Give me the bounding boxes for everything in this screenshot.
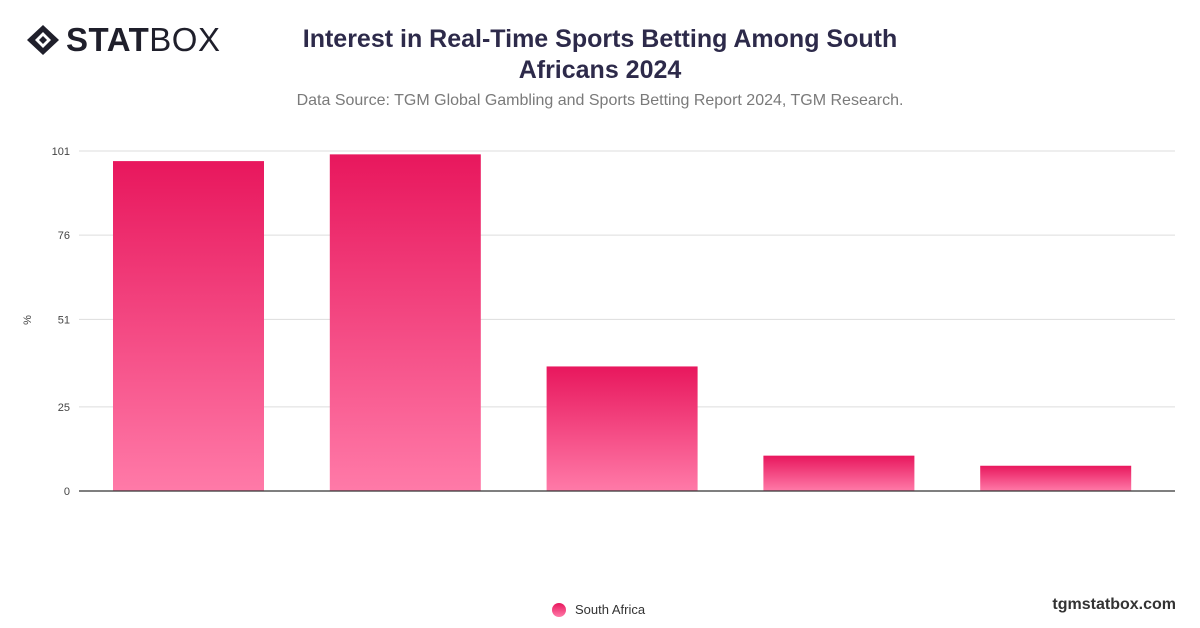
y-tick-label-51: 51 — [58, 314, 70, 326]
y-tick-label-25: 25 — [58, 402, 70, 414]
bar-3 — [546, 366, 698, 491]
brand-wordmark-bold: STAT — [66, 21, 150, 58]
site-url[interactable]: tgmstatbox.com — [1052, 596, 1176, 613]
legend-swatch-south-africa — [552, 602, 566, 617]
y-tick-label-101: 101 — [52, 146, 70, 158]
legend-label-south-africa: South Africa — [575, 602, 646, 617]
bar-5 — [980, 465, 1132, 491]
chart-subtitle: Data Source: TGM Global Gambling and Spo… — [296, 92, 904, 109]
bar-4 — [763, 455, 915, 491]
brand-logo: STATBOX — [26, 21, 221, 58]
y-tick-label-76: 76 — [58, 230, 70, 242]
chart-title: Interest in Real-Time Sports Betting Amo… — [302, 25, 898, 84]
diamond-logo-icon — [27, 25, 59, 55]
legend[interactable]: South Africa — [552, 602, 645, 617]
bar-2 — [329, 154, 481, 491]
brand-wordmark-light: BOX — [149, 21, 221, 58]
bar-1 — [113, 161, 264, 492]
brand-wordmark: STATBOX — [66, 21, 221, 58]
y-tick-label-0: 0 — [64, 486, 70, 498]
